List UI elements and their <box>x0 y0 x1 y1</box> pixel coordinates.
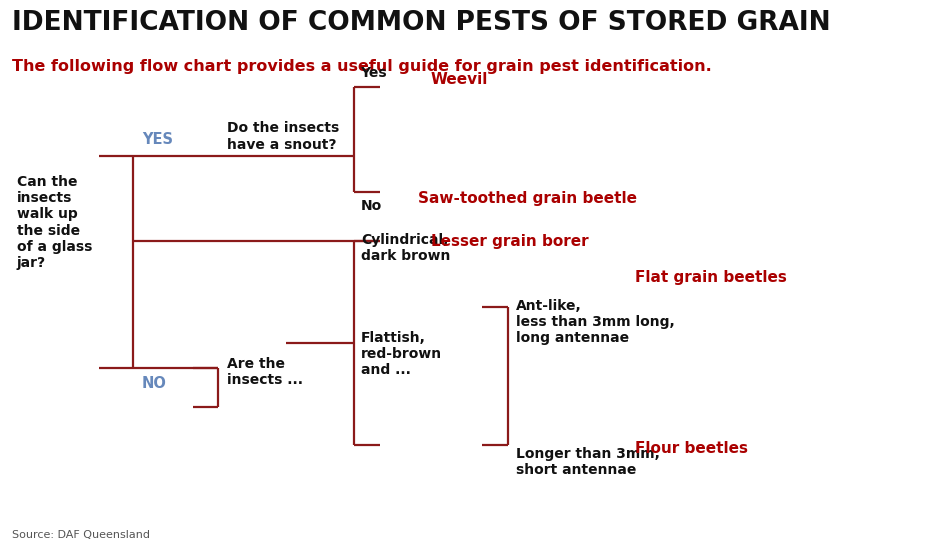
Text: Lesser grain borer: Lesser grain borer <box>431 234 589 249</box>
Text: Ant-like,
less than 3mm long,
long antennae: Ant-like, less than 3mm long, long anten… <box>516 299 675 346</box>
Text: No: No <box>361 199 382 213</box>
Text: Are the
insects ...: Are the insects ... <box>227 357 303 387</box>
Text: Weevil: Weevil <box>431 72 489 87</box>
Text: The following flow chart provides a useful guide for grain pest identification.: The following flow chart provides a usef… <box>11 59 711 74</box>
Text: Longer than 3mm,
short antennae: Longer than 3mm, short antennae <box>516 447 660 477</box>
Text: Do the insects
have a snout?: Do the insects have a snout? <box>227 121 339 152</box>
Text: Yes: Yes <box>361 66 387 80</box>
Text: Saw-toothed grain beetle: Saw-toothed grain beetle <box>419 191 637 206</box>
Text: YES: YES <box>142 132 172 147</box>
Text: Source: DAF Queensland: Source: DAF Queensland <box>11 531 150 541</box>
Text: IDENTIFICATION OF COMMON PESTS OF STORED GRAIN: IDENTIFICATION OF COMMON PESTS OF STORED… <box>11 9 831 35</box>
Text: Flattish,
red-brown
and ...: Flattish, red-brown and ... <box>361 331 442 377</box>
Text: Flat grain beetles: Flat grain beetles <box>635 269 787 285</box>
Text: Flour beetles: Flour beetles <box>635 442 748 456</box>
Text: Can the
insects
walk up
the side
of a glass
jar?: Can the insects walk up the side of a gl… <box>17 175 92 270</box>
Text: NO: NO <box>142 376 167 391</box>
Text: Cylindrical,
dark brown: Cylindrical, dark brown <box>361 233 451 263</box>
